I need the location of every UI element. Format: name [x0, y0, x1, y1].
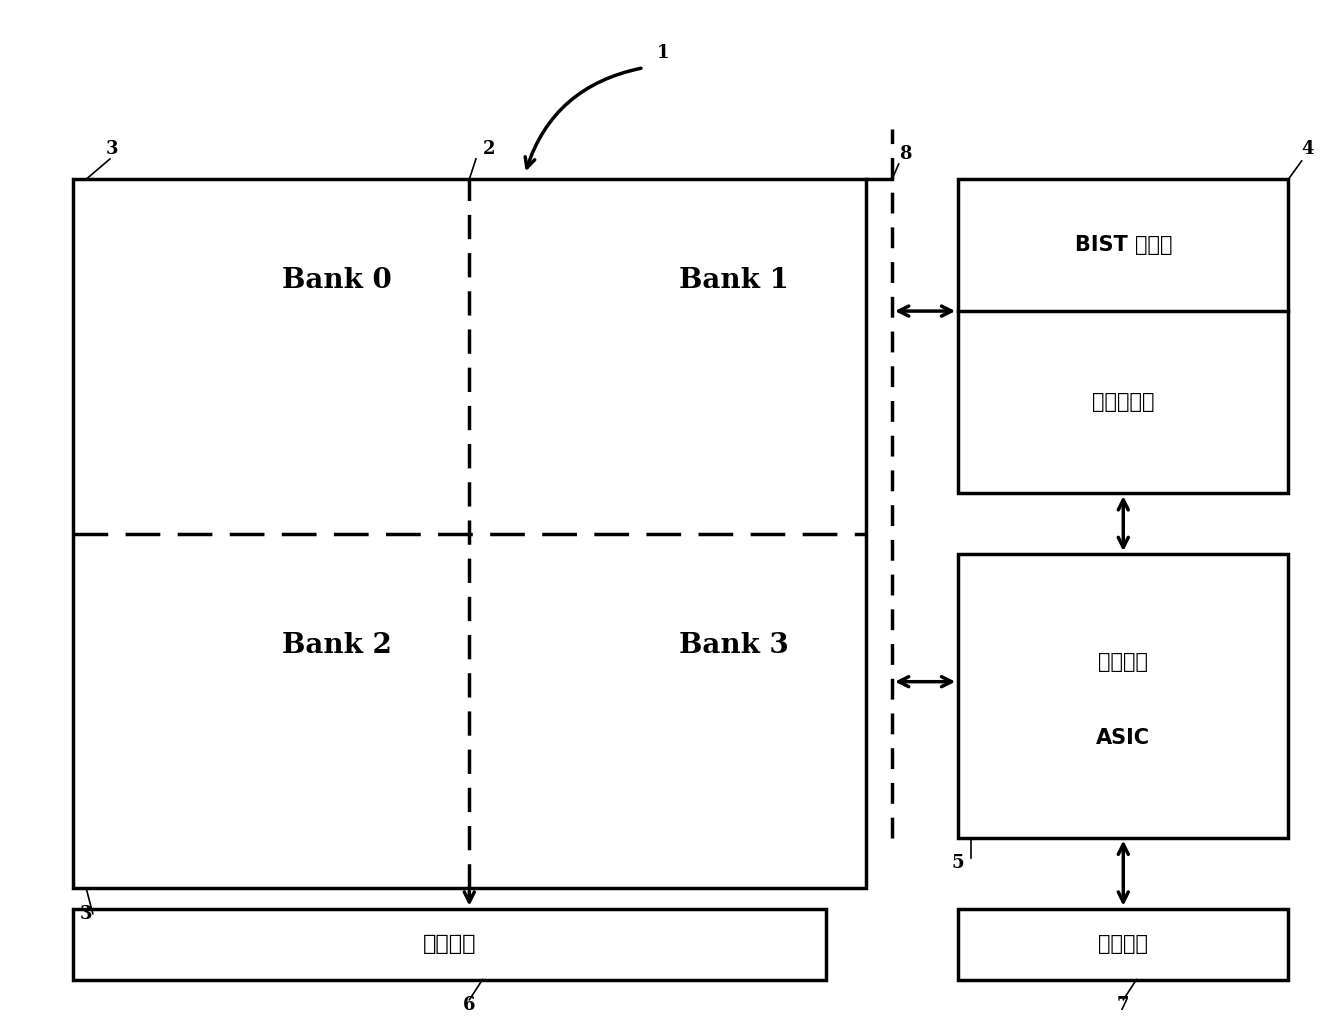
- Text: 4: 4: [1302, 140, 1314, 158]
- Text: 7: 7: [1117, 996, 1129, 1014]
- Text: Bank 2: Bank 2: [282, 632, 392, 658]
- Text: ASIC: ASIC: [1096, 728, 1151, 749]
- Text: BIST 控制器: BIST 控制器: [1075, 235, 1172, 255]
- Text: 2: 2: [482, 140, 495, 158]
- Text: 1: 1: [657, 43, 669, 62]
- Text: Bank 1: Bank 1: [678, 267, 789, 294]
- Bar: [959, 179, 1288, 493]
- Text: 5: 5: [952, 854, 964, 872]
- Text: 测试单元: 测试单元: [1099, 652, 1148, 672]
- Text: 6: 6: [463, 996, 475, 1014]
- Text: 测试接口: 测试接口: [1099, 935, 1148, 954]
- Text: 3: 3: [105, 140, 119, 158]
- Bar: [73, 179, 865, 888]
- Bar: [73, 909, 826, 980]
- Text: Bank 0: Bank 0: [282, 267, 392, 294]
- Text: 测试记忆体: 测试记忆体: [1092, 392, 1155, 412]
- Text: 8: 8: [898, 145, 912, 163]
- Text: 标准接口: 标准接口: [423, 935, 477, 954]
- Text: 3: 3: [80, 905, 92, 922]
- Text: Bank 3: Bank 3: [678, 632, 789, 658]
- Bar: [959, 909, 1288, 980]
- Bar: [959, 554, 1288, 838]
